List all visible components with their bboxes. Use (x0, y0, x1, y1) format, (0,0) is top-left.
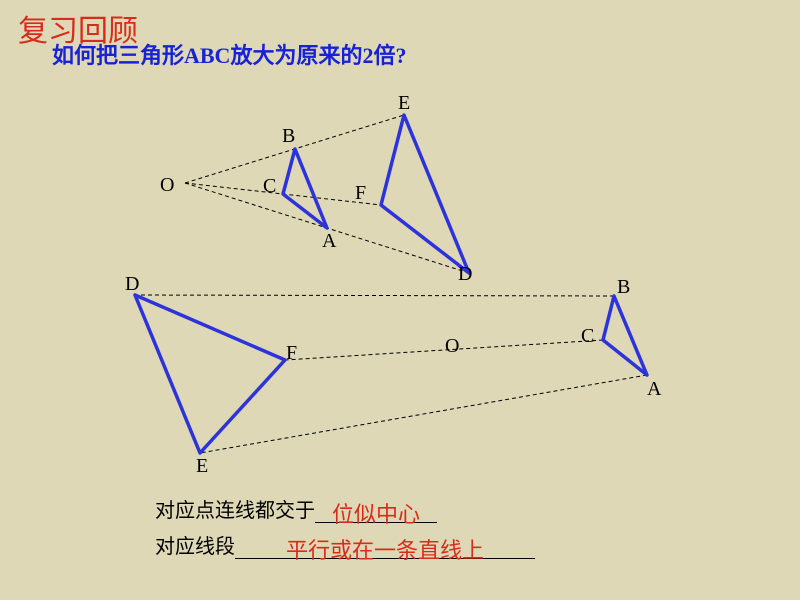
diagram-2 (135, 295, 647, 453)
point-label-d1_C: C (263, 175, 276, 198)
fill2-answer: 平行或在一条直线上 (286, 533, 484, 565)
point-label-d1_E: E (398, 92, 410, 115)
fill-blank-1: 对应点连线都交于位似中心 (155, 494, 437, 523)
point-label-d2_D: D (125, 273, 139, 296)
point-label-d2_A: A (647, 378, 661, 401)
fill2-prefix: 对应线段 (155, 536, 235, 558)
fill2-underline: 平行或在一条直线上 (235, 535, 535, 559)
point-label-d2_F: F (286, 342, 297, 365)
fill1-prefix: 对应点连线都交于 (155, 500, 315, 522)
point-label-d2_B: B (617, 276, 630, 299)
fill1-answer: 位似中心 (332, 497, 420, 529)
point-label-d1_F: F (355, 182, 366, 205)
point-label-d1_D: D (458, 263, 472, 286)
fill1-underline: 位似中心 (315, 499, 437, 523)
fill-blank-2: 对应线段平行或在一条直线上 (155, 530, 535, 559)
point-label-d1_O: O (160, 174, 174, 197)
point-label-d2_C: C (581, 325, 594, 348)
point-label-d2_E: E (196, 455, 208, 478)
point-label-d1_B: B (282, 125, 295, 148)
point-label-d1_A: A (322, 230, 336, 253)
point-label-d2_O: O (445, 335, 459, 358)
